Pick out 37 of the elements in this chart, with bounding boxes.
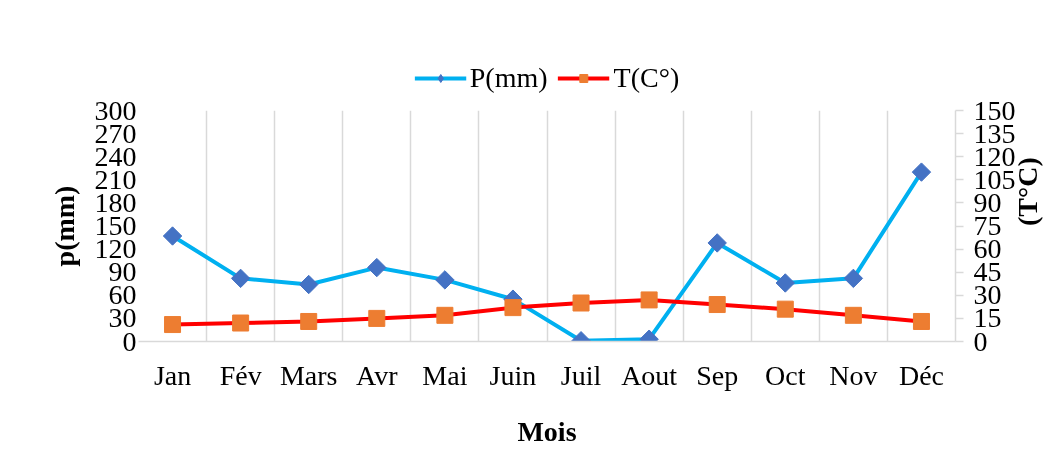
- point: [164, 316, 182, 334]
- point: [300, 312, 318, 330]
- point: [367, 257, 387, 278]
- point: [299, 274, 319, 295]
- point: [504, 299, 522, 317]
- point: [230, 268, 251, 289]
- y-axis-title: p(mm): [48, 185, 80, 267]
- x-tick-label: Juin: [489, 359, 537, 391]
- x-tick-label: Avr: [356, 359, 399, 391]
- point: [232, 314, 250, 332]
- x-tick-label: Nov: [829, 359, 878, 391]
- point: [640, 291, 658, 309]
- point: [162, 226, 183, 246]
- legend-label: P(mm): [469, 62, 548, 94]
- x-tick-label: Fév: [219, 359, 262, 391]
- x-axis-title: Mois: [517, 415, 577, 447]
- x-tick-label: Oct: [765, 359, 806, 391]
- x-tick-label: Mai: [422, 359, 468, 391]
- point: [707, 233, 727, 253]
- point: [911, 162, 932, 182]
- point: [912, 312, 930, 330]
- point: [368, 309, 386, 327]
- point: [843, 268, 864, 289]
- point: [775, 273, 795, 293]
- point: [708, 296, 726, 314]
- point: [436, 306, 454, 324]
- point: [844, 306, 862, 324]
- point: [776, 300, 794, 318]
- x-tick-label: Mars: [279, 359, 338, 391]
- point: [435, 270, 455, 290]
- x-tick-label: Déc: [898, 359, 944, 391]
- x-tick-label: Sep: [696, 359, 739, 391]
- point: [572, 294, 590, 312]
- x-tick-label: Jan: [153, 359, 192, 391]
- x-tick-label: Aout: [621, 359, 678, 391]
- x-tick-label: Juil: [560, 359, 602, 391]
- legend-label: T(C°): [613, 62, 680, 94]
